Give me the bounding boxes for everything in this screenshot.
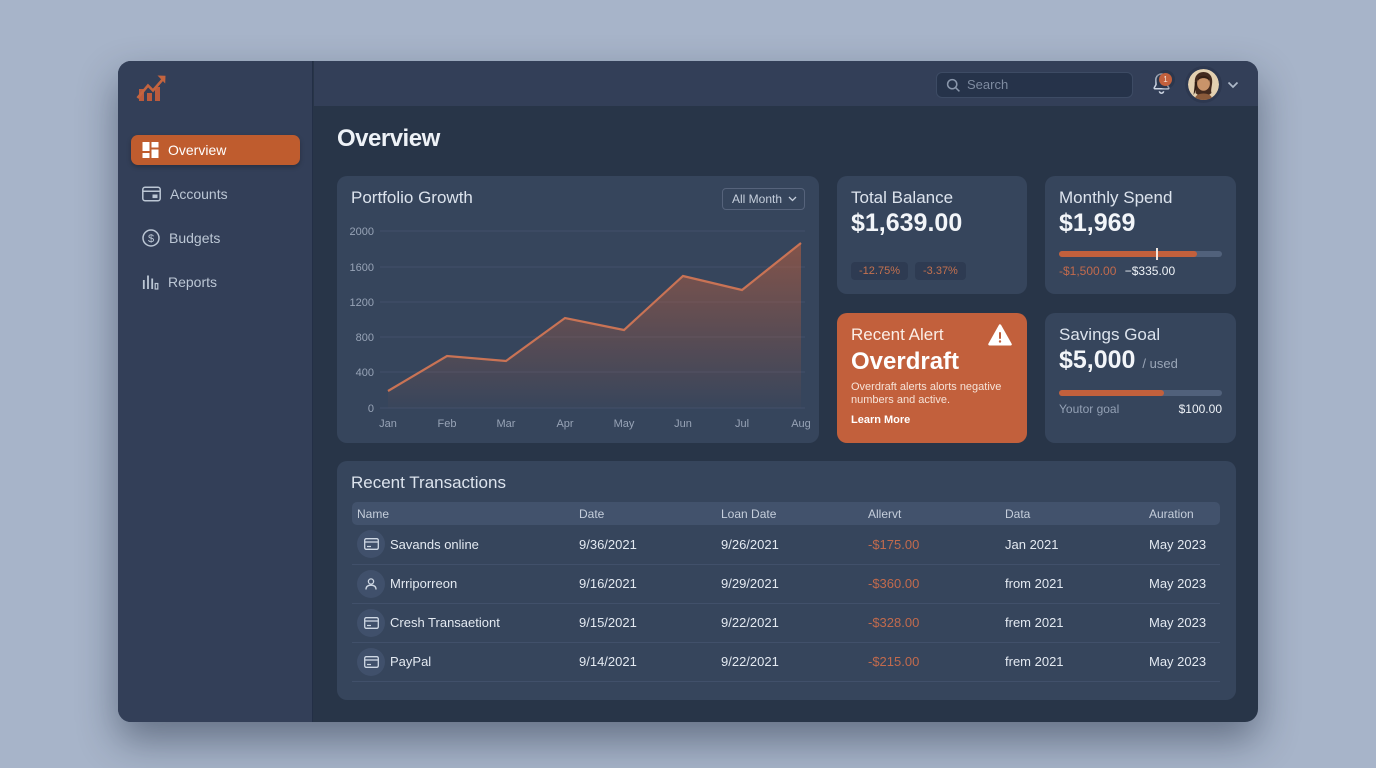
svg-text:Aug: Aug xyxy=(791,418,811,430)
svg-text:1200: 1200 xyxy=(350,297,374,309)
svg-text:2000: 2000 xyxy=(350,226,374,238)
svg-text:Apr: Apr xyxy=(556,418,573,430)
svg-text:May: May xyxy=(614,418,635,430)
svg-text:400: 400 xyxy=(356,367,374,379)
svg-text:800: 800 xyxy=(356,332,374,344)
svg-text:Jun: Jun xyxy=(674,418,692,430)
svg-text:$: $ xyxy=(148,233,154,245)
svg-text:1600: 1600 xyxy=(350,262,374,274)
svg-text:Mar: Mar xyxy=(497,418,516,430)
svg-text:Feb: Feb xyxy=(438,418,457,430)
svg-text:Jul: Jul xyxy=(735,418,749,430)
svg-text:0: 0 xyxy=(368,403,374,415)
svg-text:Jan: Jan xyxy=(379,418,397,430)
